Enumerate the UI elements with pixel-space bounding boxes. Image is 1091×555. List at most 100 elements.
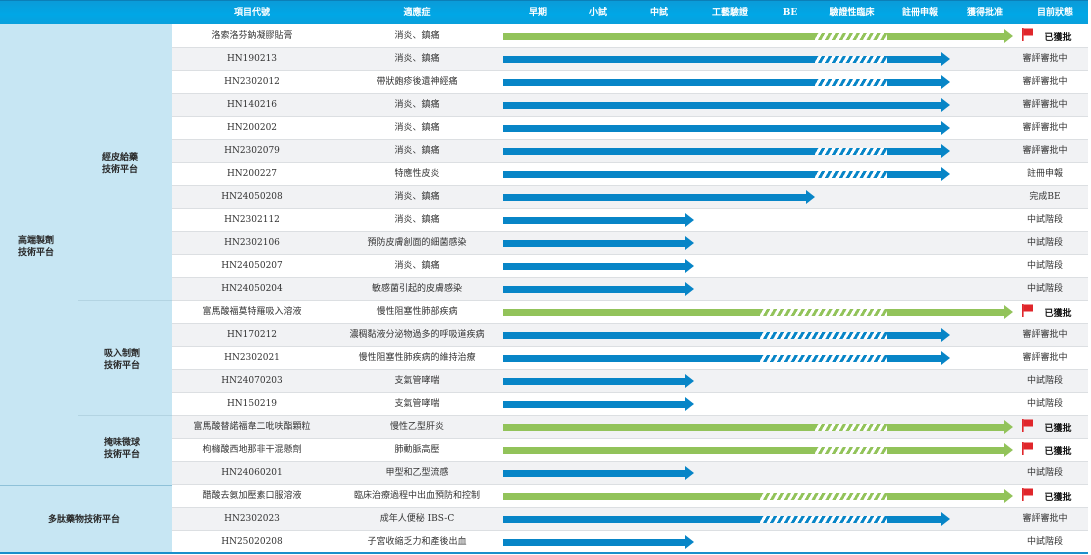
progress-solid (503, 194, 806, 201)
progress-solid (887, 148, 941, 155)
table-row: 富馬酸福莫特羅吸入溶液 慢性阻塞性肺部疾病 已獲批 (172, 301, 1088, 324)
progress-solid (503, 447, 815, 454)
sub-platform-label-taste-masking: 掩味微球 技術平台 (104, 437, 140, 461)
progress-hatched (760, 493, 887, 500)
status-text: 已獲批 (1044, 33, 1072, 43)
indication: 消炎、鎮痛 (394, 261, 440, 271)
progress-arrow (503, 190, 815, 204)
progress-solid (503, 56, 815, 63)
status-text: 審評審批中 (1022, 353, 1068, 363)
status-text: 註冊申報 (1026, 169, 1063, 179)
arrowhead-icon (941, 167, 950, 181)
progress-arrow (503, 351, 950, 365)
table-row: HN2302112 消炎、鎮痛 中試階段 (172, 209, 1088, 232)
indication: 肺動脈高壓 (394, 445, 440, 455)
indication: 支氣管哮喘 (394, 399, 440, 409)
status-text: 已獲批 (1044, 493, 1072, 503)
arrowhead-icon (941, 98, 950, 112)
progress-hatched (815, 447, 887, 454)
progress-solid (503, 470, 685, 477)
indication: 濃稠黏液分泌物過多的呼吸道疾病 (349, 330, 485, 340)
progress-solid (503, 102, 941, 109)
arrowhead-icon (685, 397, 694, 411)
status-text: 中試階段 (1026, 468, 1063, 478)
progress-arrow (503, 466, 694, 480)
status-text: 審評審批中 (1022, 123, 1068, 133)
project-code: 洛索洛芬鈉凝膠貼膏 (211, 31, 293, 41)
status-text: 中試階段 (1026, 261, 1063, 271)
status-text: 已獲批 (1044, 447, 1072, 457)
progress-solid (503, 493, 760, 500)
indication: 慢性阻塞性肺疾病的維持治療 (358, 353, 476, 363)
progress-arrow (503, 52, 950, 66)
indication: 臨床治療過程中出血預防和控制 (353, 491, 480, 501)
arrowhead-icon (941, 512, 950, 526)
table-row: HN2302012 帶狀皰疹後遺神經痛 審評審批中 (172, 71, 1088, 94)
progress-solid (503, 378, 685, 385)
platform-label-line: 多肽藥物技術平台 (48, 515, 121, 525)
progress-hatched (760, 309, 887, 316)
progress-solid (503, 516, 760, 523)
arrowhead-icon (685, 374, 694, 388)
platform-label-line: 經皮給藥 (102, 153, 139, 163)
project-code: HN24060201 (221, 468, 283, 478)
progress-solid (503, 309, 760, 316)
platform-label-line: 技術平台 (18, 248, 55, 258)
table-row: HN24060201 甲型和乙型流感 中試階段 (172, 462, 1088, 485)
flag-icon (1022, 27, 1034, 41)
bottom-border (0, 552, 1088, 554)
indication: 支氣管哮喘 (394, 376, 440, 386)
progress-arrow (503, 512, 950, 526)
header-approval: 獲得批准 (966, 8, 1003, 18)
table-row: HN24050208 消炎、鎮痛 完成BE (172, 186, 1088, 209)
table-row: 富馬酸替諾福韋二吡呋酯顆粒 慢性乙型肝炎 已獲批 (172, 416, 1088, 439)
header-current-status: 目前狀態 (1036, 8, 1073, 18)
progress-solid (887, 424, 1004, 431)
indication: 消炎、鎮痛 (394, 192, 440, 202)
divider (78, 415, 172, 416)
indication: 甲型和乙型流感 (385, 468, 449, 478)
table-row: HN190213 消炎、鎮痛 審評審批中 (172, 48, 1088, 71)
flag-icon (1022, 441, 1034, 455)
arrowhead-icon (941, 328, 950, 342)
progress-solid (887, 493, 1004, 500)
project-code: HN2302021 (224, 353, 280, 363)
progress-solid (503, 401, 685, 408)
indication: 子宮收縮乏力和產後出血 (367, 537, 467, 547)
progress-solid (503, 539, 685, 546)
progress-solid (887, 309, 1004, 316)
progress-hatched (815, 79, 887, 86)
header-project-code: 項目代號 (233, 8, 270, 18)
progress-hatched (815, 56, 887, 63)
arrowhead-icon (1004, 305, 1013, 319)
project-code: HN24050207 (221, 261, 283, 271)
indication: 消炎、鎮痛 (394, 123, 440, 133)
progress-solid (503, 79, 815, 86)
project-code: HN24050204 (221, 284, 283, 294)
table-row: HN140216 消炎、鎮痛 審評審批中 (172, 94, 1088, 117)
platform-label-line: 技術平台 (104, 361, 141, 371)
status-text: 中試階段 (1026, 284, 1063, 294)
progress-hatched (760, 355, 887, 362)
table-row: 醋酸去氨加壓素口服溶液 臨床治療過程中出血預防和控制 已獲批 (172, 485, 1088, 508)
platform-label-line: 技術平台 (102, 165, 139, 175)
arrowhead-icon (941, 75, 950, 89)
progress-arrow (503, 121, 950, 135)
table-row: HN2302079 消炎、鎮痛 審評審批中 (172, 140, 1088, 163)
status-text: 已獲批 (1044, 309, 1072, 319)
progress-arrow (503, 420, 1013, 434)
progress-arrow (503, 213, 694, 227)
project-code: HN140216 (226, 100, 278, 110)
sub-platform-label-transdermal: 經皮給藥 技術平台 (102, 152, 138, 176)
progress-hatched (760, 516, 887, 523)
progress-arrow (503, 397, 694, 411)
progress-solid (503, 148, 815, 155)
sub-platform-label-inhalation: 吸入制劑 技術平台 (104, 348, 140, 372)
header-registration: 註冊申報 (901, 8, 938, 18)
table-row: HN170212 濃稠黏液分泌物過多的呼吸道疾病 審評審批中 (172, 324, 1088, 347)
flag-icon (1022, 303, 1034, 317)
project-code: HN25020208 (221, 537, 283, 547)
flag-icon (1022, 418, 1034, 432)
divider (78, 300, 172, 301)
progress-solid (887, 171, 941, 178)
